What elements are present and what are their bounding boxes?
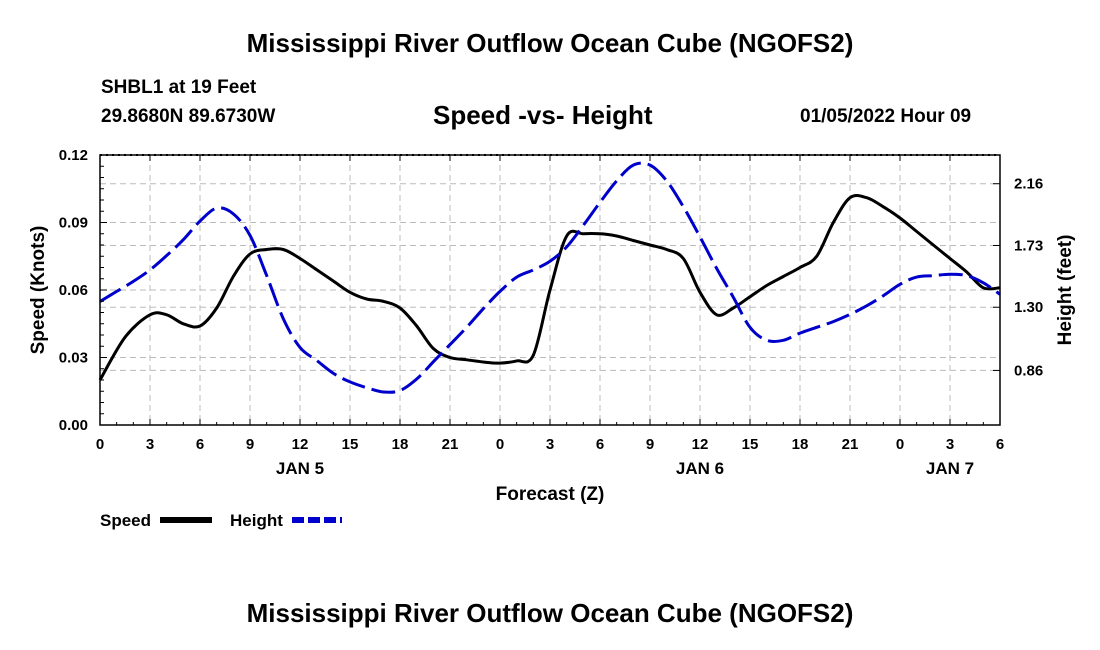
speed-series-line — [98, 194, 1001, 381]
chart-title: Mississippi River Outflow Ocean Cube (NG… — [246, 28, 854, 58]
x-axis-title: Forecast (Z) — [496, 484, 605, 505]
y-tick-label: 0.06 — [59, 282, 88, 299]
x-tick-label: 6 — [596, 436, 604, 453]
location-label: 29.8680N 89.6730W — [101, 106, 276, 127]
y-axis-title: Speed (Knots) — [28, 226, 49, 355]
x-tick-label: 9 — [246, 436, 254, 453]
chart-subtitle: Speed -vs- Height — [433, 100, 653, 130]
datetime-label: 01/05/2022 Hour 09 — [800, 106, 972, 127]
footer-title: Mississippi River Outflow Ocean Cube (NG… — [246, 598, 854, 628]
x-tick-label: 18 — [392, 436, 409, 453]
y2-tick-label: 2.16 — [1014, 176, 1043, 193]
x-tick-label: 3 — [946, 436, 954, 453]
x-date-label: JAN 6 — [676, 459, 724, 478]
y-tick-label: 0.09 — [59, 215, 88, 232]
series-layer — [98, 161, 1001, 394]
x-tick-label: 6 — [196, 436, 204, 453]
x-tick-label: 3 — [146, 436, 154, 453]
station-label: SHBL1 at 19 Feet — [101, 77, 257, 98]
y-tick-label: 0.03 — [59, 350, 88, 367]
y-tick-label: 0.00 — [59, 417, 88, 434]
x-tick-label: 3 — [546, 436, 554, 453]
x-tick-label: 6 — [996, 436, 1004, 453]
x-tick-label: 15 — [342, 436, 359, 453]
x-date-label: JAN 7 — [926, 459, 974, 478]
x-tick-label: 9 — [646, 436, 654, 453]
y2-tick-label: 1.73 — [1014, 237, 1043, 254]
height-series-line — [99, 161, 1001, 394]
grid — [100, 155, 1000, 425]
x-tick-label: 12 — [692, 436, 709, 453]
x-tick-label: 12 — [292, 436, 309, 453]
x-date-label: JAN 5 — [276, 459, 324, 478]
y2-axis-title: Height (feet) — [1055, 235, 1076, 346]
y2-tick-label: 1.30 — [1014, 299, 1043, 316]
x-tick-label: 0 — [96, 436, 104, 453]
x-tick-label: 0 — [496, 436, 504, 453]
y-tick-label: 0.12 — [59, 147, 88, 164]
x-tick-label: 21 — [842, 436, 859, 453]
legend-height-label: Height — [230, 511, 283, 530]
x-tick-label: 21 — [442, 436, 459, 453]
legend: Speed Height — [100, 511, 342, 530]
x-tick-label: 15 — [742, 436, 759, 453]
legend-speed-label: Speed — [100, 511, 151, 530]
axis-labels: 0 3 6 9 12 15 18 21 0 3 6 9 12 15 18 21 0 3 6 0.00 0.03 0.06 0… — [59, 147, 1043, 478]
axis-ticks — [99, 154, 1001, 426]
x-tick-label: 18 — [792, 436, 809, 453]
y2-tick-label: 0.86 — [1014, 362, 1043, 379]
x-tick-label: 0 — [896, 436, 904, 453]
